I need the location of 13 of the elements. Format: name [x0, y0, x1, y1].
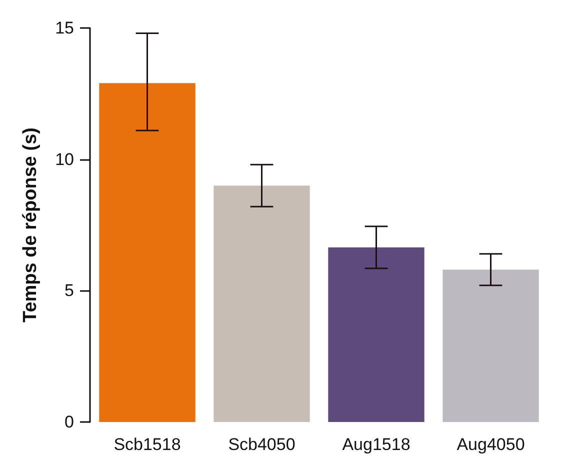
bar: [442, 270, 539, 422]
y-tick-label: 5: [64, 281, 74, 300]
x-tick-label: Aug1518: [342, 435, 410, 454]
bar: [99, 83, 196, 422]
x-tick-label: Scb4050: [228, 435, 296, 454]
y-tick-label: 15: [55, 18, 74, 38]
x-tick-label: Aug4050: [456, 435, 525, 454]
y-tick-label: 10: [55, 150, 74, 169]
bar: [214, 186, 310, 422]
y-axis-title: Temps de réponse (s): [20, 128, 41, 322]
bar: [328, 247, 424, 422]
y-tick-label: 0: [64, 412, 74, 432]
x-tick-label: Scb1518: [114, 435, 181, 454]
